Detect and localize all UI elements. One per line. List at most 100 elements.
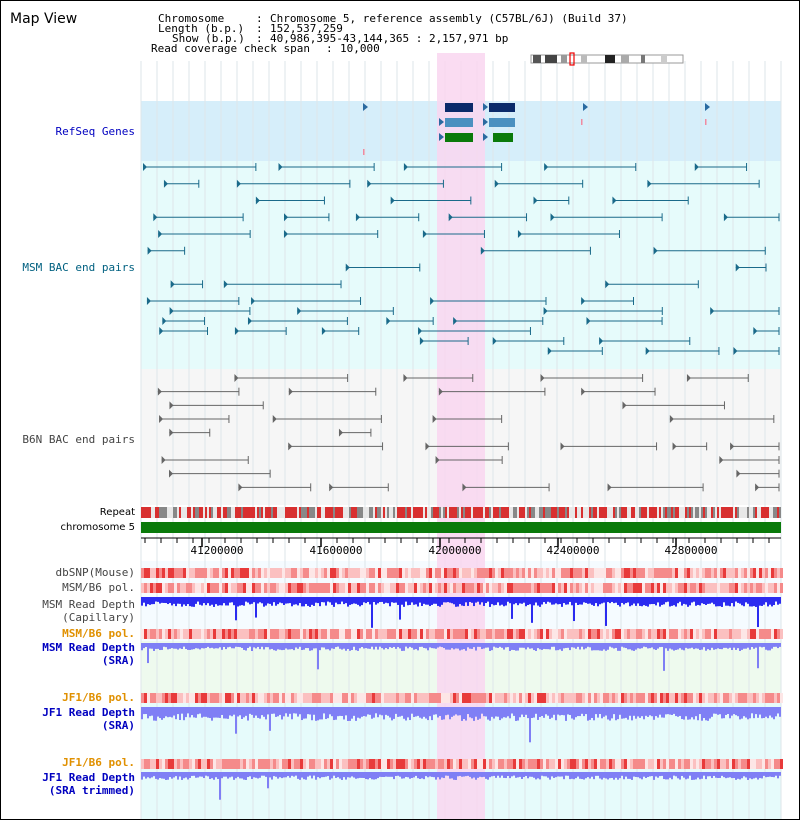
jf1-b6-pol-heat-2 xyxy=(141,759,144,769)
dbsnp-heat xyxy=(723,568,726,578)
msm-b6-pol-heat xyxy=(603,583,606,593)
msm-capillary-depth-bar xyxy=(671,597,673,606)
jf1-b6-pol-heat-2 xyxy=(666,759,669,769)
jf1-b6-pol-heat xyxy=(222,693,225,703)
jf1-sra-depth-bar xyxy=(719,707,721,715)
msm-capillary-depth-bar xyxy=(263,597,265,607)
jf1-b6-pol-heat xyxy=(699,693,702,703)
msm-bac-pair-end xyxy=(492,337,497,345)
jf1-b6-pol-heat xyxy=(282,693,285,703)
jf1-sra-depth-bar xyxy=(611,707,613,719)
repeat-segment xyxy=(443,507,445,518)
msm-b6-pol-heat-2 xyxy=(477,629,480,639)
repeat-segment xyxy=(389,507,391,518)
jf1-trimmed-depth-bar xyxy=(497,772,499,776)
jf1-b6-pol-heat-2 xyxy=(258,759,261,769)
repeat-segment xyxy=(677,507,679,518)
jf1-b6-pol-heat-2 xyxy=(426,759,429,769)
repeat-segment xyxy=(213,507,215,518)
msm-capillary-depth-bar xyxy=(745,597,747,603)
jf1-b6-pol-heat xyxy=(432,693,435,703)
jf1-trimmed-depth-bar xyxy=(157,772,159,780)
repeat-segment xyxy=(353,507,355,518)
msm-capillary-depth-bar xyxy=(483,597,485,606)
jf1-sra-depth-bar xyxy=(513,707,515,716)
jf1-b6-pol-heat-2 xyxy=(372,759,375,769)
msm-sra-depth-bar xyxy=(371,643,373,647)
jf1-sra-depth-bar xyxy=(411,707,413,714)
jf1-b6-pol-heat-2 xyxy=(615,759,618,769)
repeat-segment xyxy=(561,507,563,518)
jf1-b6-pol-heat-2 xyxy=(291,759,294,769)
msm-bac-pair-end xyxy=(581,297,586,305)
jf1-b6-pol-heat xyxy=(351,693,354,703)
dbsnp-heat xyxy=(147,568,150,578)
track-label-msm-depth-sra-sub: (SRA) xyxy=(101,654,135,667)
msm-capillary-depth-bar xyxy=(519,597,521,604)
repeat-segment xyxy=(695,507,697,518)
track-label-repeat: Repeat xyxy=(99,507,135,518)
jf1-b6-pol-heat xyxy=(363,693,366,703)
jf1-trimmed-depth-bar xyxy=(679,772,681,780)
repeat-segment xyxy=(215,507,217,518)
jf1-b6-pol-heat-2 xyxy=(297,759,300,769)
msm-b6-pol-heat-2 xyxy=(441,629,444,639)
jf1-b6-pol-heat-2 xyxy=(474,759,477,769)
jf1-b6-pol-heat-2 xyxy=(744,759,747,769)
dbsnp-heat xyxy=(258,568,261,578)
dbsnp-heat xyxy=(177,568,180,578)
repeat-segment xyxy=(427,507,429,518)
jf1-sra-depth-bar xyxy=(199,707,201,714)
msm-b6-pol-heat-2 xyxy=(711,629,714,639)
msm-sra-depth-bar xyxy=(581,643,583,647)
msm-b6-pol-heat-2 xyxy=(588,629,591,639)
msm-sra-depth-bar xyxy=(235,643,237,647)
jf1-trimmed-depth-bar xyxy=(557,772,559,777)
msm-b6-pol-heat xyxy=(144,583,147,593)
msm-b6-pol-heat xyxy=(258,583,261,593)
jf1-sra-depth-bar xyxy=(455,707,457,715)
jf1-sra-depth-bar xyxy=(345,707,347,716)
jf1-b6-pol-heat-2 xyxy=(237,759,240,769)
msm-sra-depth-bar xyxy=(585,643,587,649)
msm-sra-depth-bar xyxy=(653,643,655,650)
repeat-segment xyxy=(383,507,385,518)
dbsnp-heat xyxy=(486,568,489,578)
jf1-sra-depth-bar xyxy=(325,707,327,720)
dbsnp-heat xyxy=(528,568,531,578)
jf1-trimmed-depth-bar xyxy=(653,772,655,780)
dbsnp-heat xyxy=(774,568,777,578)
repeat-segment xyxy=(765,507,767,518)
msm-b6-pol-heat-2 xyxy=(744,629,747,639)
coverage-value: 10,000 xyxy=(340,42,380,55)
msm-sra-depth-bar xyxy=(421,643,423,647)
msm-capillary-depth-bar xyxy=(453,597,455,605)
msm-b6-pol-heat xyxy=(318,583,321,593)
jf1-b6-pol-heat-2 xyxy=(501,759,504,769)
jf1-sra-depth-bar xyxy=(669,707,671,715)
jf1-sra-depth-bar xyxy=(605,707,607,716)
jf1-b6-pol-heat xyxy=(303,693,306,703)
msm-capillary-depth-bar xyxy=(731,597,733,604)
msm-b6-pol-heat xyxy=(357,583,360,593)
dbsnp-heat xyxy=(279,568,282,578)
jf1-trimmed-depth-bar xyxy=(509,772,511,779)
dbsnp-heat xyxy=(588,568,591,578)
jf1-b6-pol-heat xyxy=(522,693,525,703)
msm-capillary-depth-bar xyxy=(527,597,529,605)
jf1-b6-pol-heat xyxy=(675,693,678,703)
msm-b6-pol-heat-2 xyxy=(429,629,432,639)
jf1-trimmed-depth-bar xyxy=(697,772,699,778)
repeat-segment xyxy=(257,507,259,518)
jf1-sra-depth-bar xyxy=(479,707,481,719)
jf1-trimmed-depth-bar xyxy=(589,772,591,779)
repeat-segment xyxy=(239,507,241,518)
jf1-trimmed-depth-bar xyxy=(257,772,259,779)
msm-b6-pol-heat xyxy=(729,583,732,593)
msm-sra-depth-bar xyxy=(507,643,509,648)
msm-capillary-depth-bar xyxy=(407,597,409,606)
jf1-b6-pol-heat-2 xyxy=(174,759,177,769)
jf1-trimmed-depth-bar xyxy=(299,772,301,780)
jf1-sra-depth-bar xyxy=(423,707,425,717)
